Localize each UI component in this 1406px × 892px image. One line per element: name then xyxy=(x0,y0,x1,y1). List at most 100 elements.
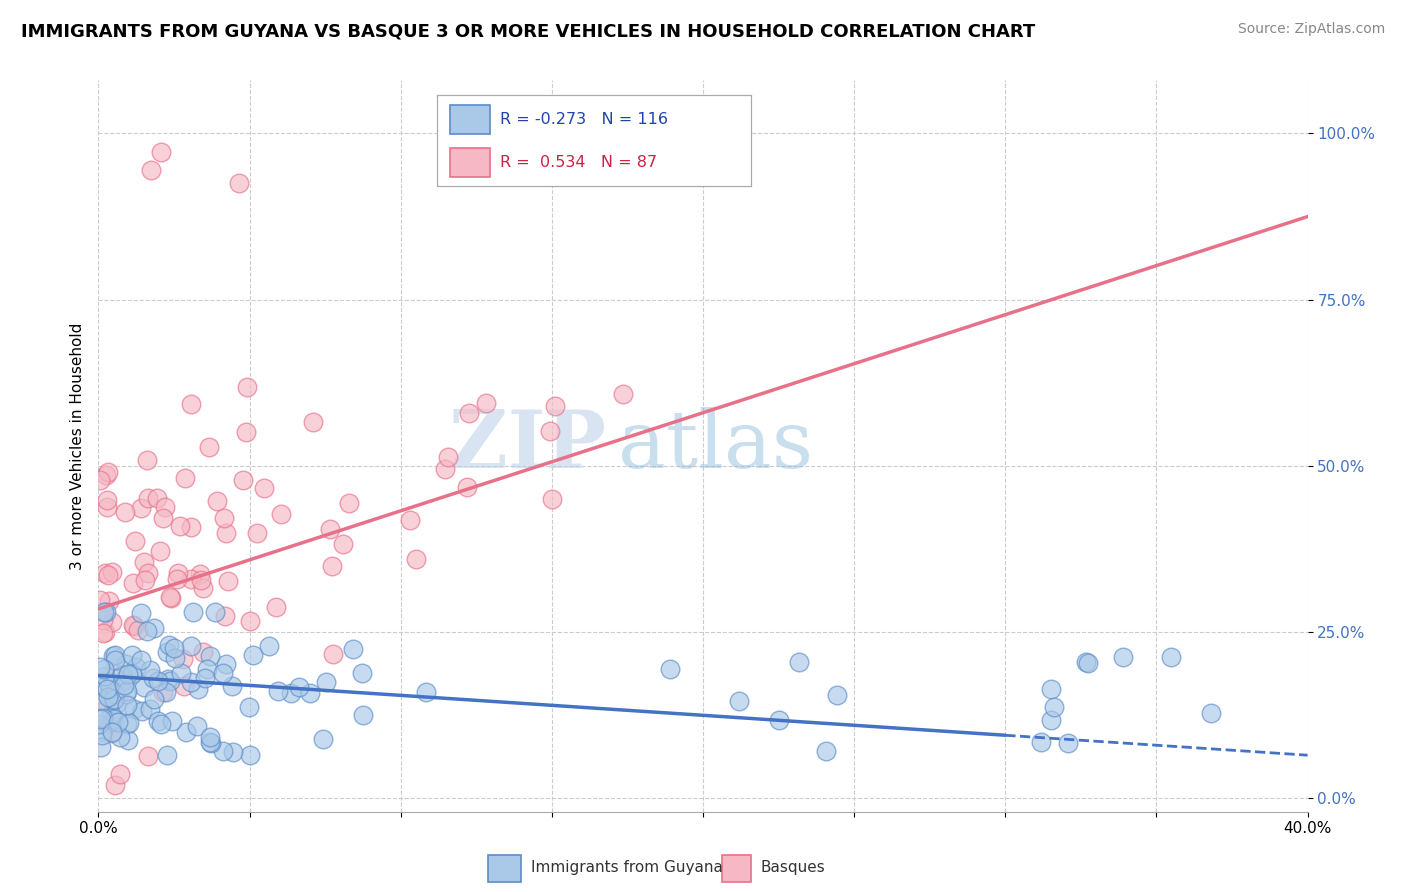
Point xyxy=(148,714,170,729)
Point xyxy=(246,525,269,540)
Point xyxy=(156,747,179,762)
Point xyxy=(159,590,181,604)
Point xyxy=(212,665,235,680)
Point xyxy=(122,618,145,632)
Point xyxy=(104,648,127,663)
Point xyxy=(135,624,157,639)
Point xyxy=(94,668,117,682)
Point xyxy=(105,697,128,711)
Point xyxy=(180,520,202,534)
Point xyxy=(112,678,135,692)
Point xyxy=(181,605,204,619)
Point xyxy=(91,626,114,640)
Point xyxy=(96,681,118,696)
Point xyxy=(165,651,187,665)
Point xyxy=(190,574,212,588)
Point xyxy=(321,559,343,574)
Point xyxy=(97,698,120,712)
Point xyxy=(103,692,125,706)
Point xyxy=(200,736,222,750)
Point xyxy=(100,725,122,739)
Point xyxy=(187,682,209,697)
Point xyxy=(118,716,141,731)
Point xyxy=(214,511,236,525)
Point xyxy=(456,480,478,494)
Point xyxy=(90,712,112,726)
Point xyxy=(131,704,153,718)
Point xyxy=(235,425,257,440)
Point xyxy=(166,566,188,581)
Text: ZIP: ZIP xyxy=(450,407,606,485)
Point xyxy=(315,675,337,690)
Point xyxy=(100,669,122,683)
Point xyxy=(114,505,136,519)
Point xyxy=(103,693,125,707)
Point xyxy=(475,396,498,410)
Point xyxy=(264,599,287,614)
Point xyxy=(205,493,228,508)
Point xyxy=(342,642,364,657)
FancyBboxPatch shape xyxy=(488,855,522,881)
Point xyxy=(156,672,179,686)
Point xyxy=(198,648,221,663)
Point xyxy=(122,619,145,633)
Point xyxy=(180,397,202,411)
Point xyxy=(405,552,427,566)
Point xyxy=(787,655,810,669)
Point xyxy=(200,734,222,748)
Point xyxy=(127,623,149,637)
Point xyxy=(97,690,120,704)
Point xyxy=(1112,650,1135,665)
Text: Basques: Basques xyxy=(761,860,825,875)
Point xyxy=(143,691,166,706)
Point xyxy=(174,724,197,739)
Point xyxy=(398,513,420,527)
Point xyxy=(89,592,111,607)
Point xyxy=(142,671,165,685)
Point xyxy=(239,614,262,628)
Point xyxy=(825,688,848,702)
Point xyxy=(129,653,152,667)
Point xyxy=(1199,706,1222,720)
Point xyxy=(155,685,177,699)
Point xyxy=(180,640,202,654)
Point xyxy=(93,711,115,725)
Point xyxy=(129,500,152,515)
Point xyxy=(103,712,125,726)
Text: IMMIGRANTS FROM GUYANA VS BASQUE 3 OR MORE VEHICLES IN HOUSEHOLD CORRELATION CHA: IMMIGRANTS FROM GUYANA VS BASQUE 3 OR MO… xyxy=(21,22,1035,40)
Point xyxy=(101,649,124,664)
Point xyxy=(141,162,163,177)
Point xyxy=(91,613,114,627)
Point xyxy=(180,572,202,586)
Point xyxy=(204,605,226,619)
Point xyxy=(415,684,437,698)
Point xyxy=(180,675,202,690)
Point xyxy=(93,662,115,676)
Point xyxy=(433,461,456,475)
Point xyxy=(198,730,221,744)
Point xyxy=(169,665,191,680)
Point xyxy=(1160,650,1182,665)
Point xyxy=(728,694,751,708)
Point xyxy=(96,468,118,483)
Point xyxy=(352,666,374,681)
Point xyxy=(612,386,634,401)
Point xyxy=(93,624,115,639)
Point xyxy=(124,660,146,674)
Point xyxy=(139,663,162,677)
Point xyxy=(280,686,302,700)
Point xyxy=(156,645,179,659)
Point xyxy=(134,555,156,569)
Point xyxy=(815,744,838,758)
Point xyxy=(97,465,120,479)
Point xyxy=(89,678,111,692)
Point xyxy=(146,673,169,688)
Point xyxy=(540,491,562,506)
Point xyxy=(1077,656,1099,670)
Point xyxy=(215,657,238,671)
Y-axis label: 3 or more Vehicles in Household: 3 or more Vehicles in Household xyxy=(69,322,84,570)
Point xyxy=(104,687,127,701)
Point xyxy=(215,525,238,540)
Point xyxy=(96,716,118,731)
Point xyxy=(1029,734,1052,748)
